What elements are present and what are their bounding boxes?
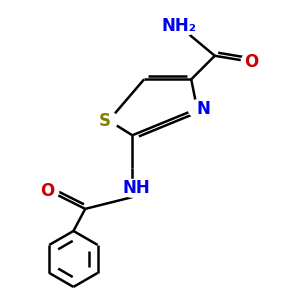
Ellipse shape xyxy=(163,16,196,37)
Text: O: O xyxy=(40,182,54,200)
Text: NH: NH xyxy=(123,179,151,197)
Ellipse shape xyxy=(41,182,59,200)
Text: O: O xyxy=(244,53,259,71)
Ellipse shape xyxy=(120,179,145,197)
Ellipse shape xyxy=(100,112,118,129)
Text: NH₂: NH₂ xyxy=(162,17,197,35)
Ellipse shape xyxy=(241,53,259,70)
Ellipse shape xyxy=(188,100,206,118)
Text: N: N xyxy=(196,100,210,118)
Text: S: S xyxy=(98,112,110,130)
